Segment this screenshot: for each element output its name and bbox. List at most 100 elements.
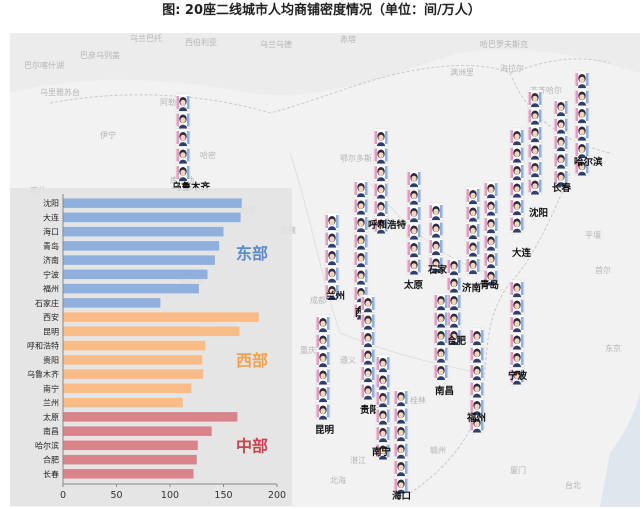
person-figure-icon (509, 162, 525, 181)
map-place-label: 阿勒泰 (160, 97, 184, 107)
map-place-label: 巴彦乌列盖 (80, 50, 120, 60)
person-figure-icon (324, 247, 340, 266)
map-place-label: 哈密 (200, 150, 216, 160)
category-label: 沈阳 (43, 198, 59, 208)
person-figure-icon (406, 222, 422, 240)
bar (63, 326, 240, 337)
x-tick-label: 50 (110, 490, 122, 501)
bar (63, 426, 212, 436)
person-figure-icon (315, 314, 331, 333)
map-place-label: 桂林 (410, 395, 426, 405)
map-city-label: 太原 (404, 279, 424, 291)
map-city-label: 长春 (552, 182, 572, 194)
category-label: 大连 (43, 212, 59, 222)
person-figure-icon (446, 257, 462, 276)
bar (63, 469, 194, 479)
map-city-column: 哈尔滨 (574, 70, 603, 176)
person-figure-icon (483, 233, 499, 251)
person-figure-icon (360, 347, 376, 365)
bar (63, 454, 197, 465)
map-city-label: 海口 (392, 490, 411, 502)
map-city-column: 南宁 (372, 354, 392, 460)
bar (63, 269, 208, 280)
map-place-label: 鄂尔多斯 (340, 153, 372, 163)
person-figure-icon (433, 327, 449, 346)
chart-title: 图: 20座二线城市人均商铺密度情况（单位：间/万人） (162, 3, 481, 18)
category-label: 西安 (43, 312, 59, 322)
person-figure-icon (509, 127, 525, 146)
person-figure-icon (428, 202, 444, 221)
person-figure-icon (428, 255, 444, 273)
map-city-column: 昆明 (315, 314, 335, 436)
map-city-label: 福州 (466, 412, 486, 424)
person-figure-icon (433, 345, 449, 363)
person-figure-icon (509, 145, 525, 163)
person-figure-icon (175, 111, 191, 129)
bar-chart-panel: 沈阳 大连 海口 青岛 济南 宁波 福州 石家庄 东部 西安 昆明 呼和浩特 贵阳 乌鲁木齐 南宁 兰州 西部太… (10, 188, 292, 506)
person-figure-icon (553, 98, 569, 117)
map-place-label: 海拉尔 (500, 63, 524, 73)
person-figure-icon (393, 406, 409, 424)
person-figure-icon (483, 268, 499, 286)
category-label: 南宁 (43, 383, 59, 393)
map-city-column: 宁波 (508, 279, 528, 385)
person-figure-icon (446, 292, 462, 311)
person-figure-icon (406, 257, 422, 275)
person-figure-icon (509, 279, 525, 298)
person-figure-icon (465, 256, 481, 275)
person-figure-icon (527, 142, 543, 160)
category-label: 长春 (43, 469, 59, 479)
category-label: 呼和浩特 (27, 341, 59, 351)
person-figure-icon (509, 297, 525, 315)
bar (63, 226, 224, 237)
category-label: 哈尔滨 (35, 440, 59, 450)
person-figure-icon (509, 367, 525, 385)
map-city-column: 合肥 (446, 257, 467, 347)
person-figure-icon (428, 237, 444, 256)
map-city-label: 宁波 (508, 370, 528, 382)
person-figure-icon (375, 354, 391, 373)
person-figure-icon (527, 107, 543, 125)
map-place-label: 满洲里 (450, 67, 474, 77)
bar (63, 298, 161, 308)
map-place-label: 湛江 (350, 456, 366, 465)
map-place-label: 重庆 (300, 345, 316, 355)
person-figure-icon (324, 212, 340, 231)
bar (63, 198, 242, 208)
map-city-label: 大连 (512, 247, 532, 259)
person-figure-icon (465, 204, 481, 222)
category-label: 福州 (43, 285, 59, 294)
person-figure-icon (527, 159, 543, 178)
person-figure-icon (175, 163, 191, 182)
person-figure-icon (469, 415, 485, 433)
person-figure-icon (373, 216, 389, 234)
map-city-column: 济南 (462, 186, 482, 294)
person-figure-icon (509, 215, 525, 233)
map-city-column: 长春 (552, 98, 572, 194)
map-city-column: 青岛 (480, 180, 499, 291)
x-tick-label: 100 (161, 490, 179, 501)
category-label: 青岛 (43, 241, 59, 251)
map-place-label: 赣州 (430, 445, 446, 455)
person-figure-icon (469, 362, 485, 381)
person-figure-icon (315, 367, 331, 385)
bar (63, 369, 204, 379)
map-place-label: 首尔 (595, 265, 611, 275)
person-figure-icon (373, 146, 389, 164)
category-label: 石家庄 (35, 298, 59, 308)
bar (63, 255, 215, 265)
map-city-label: 兰州 (326, 290, 345, 302)
map-city-label: 哈尔滨 (574, 156, 603, 168)
person-figure-icon (406, 187, 422, 205)
bar (63, 312, 259, 322)
person-figure-icon (509, 197, 525, 216)
person-figure-icon (527, 177, 543, 195)
person-figure-icon (393, 458, 409, 477)
map-city-column: 石家庄 (427, 202, 457, 276)
map-place-label: 平壤 (585, 230, 601, 240)
person-figure-icon (483, 198, 499, 216)
bar (63, 397, 183, 408)
person-figure-icon (353, 267, 369, 285)
person-figure-icon (375, 372, 391, 390)
